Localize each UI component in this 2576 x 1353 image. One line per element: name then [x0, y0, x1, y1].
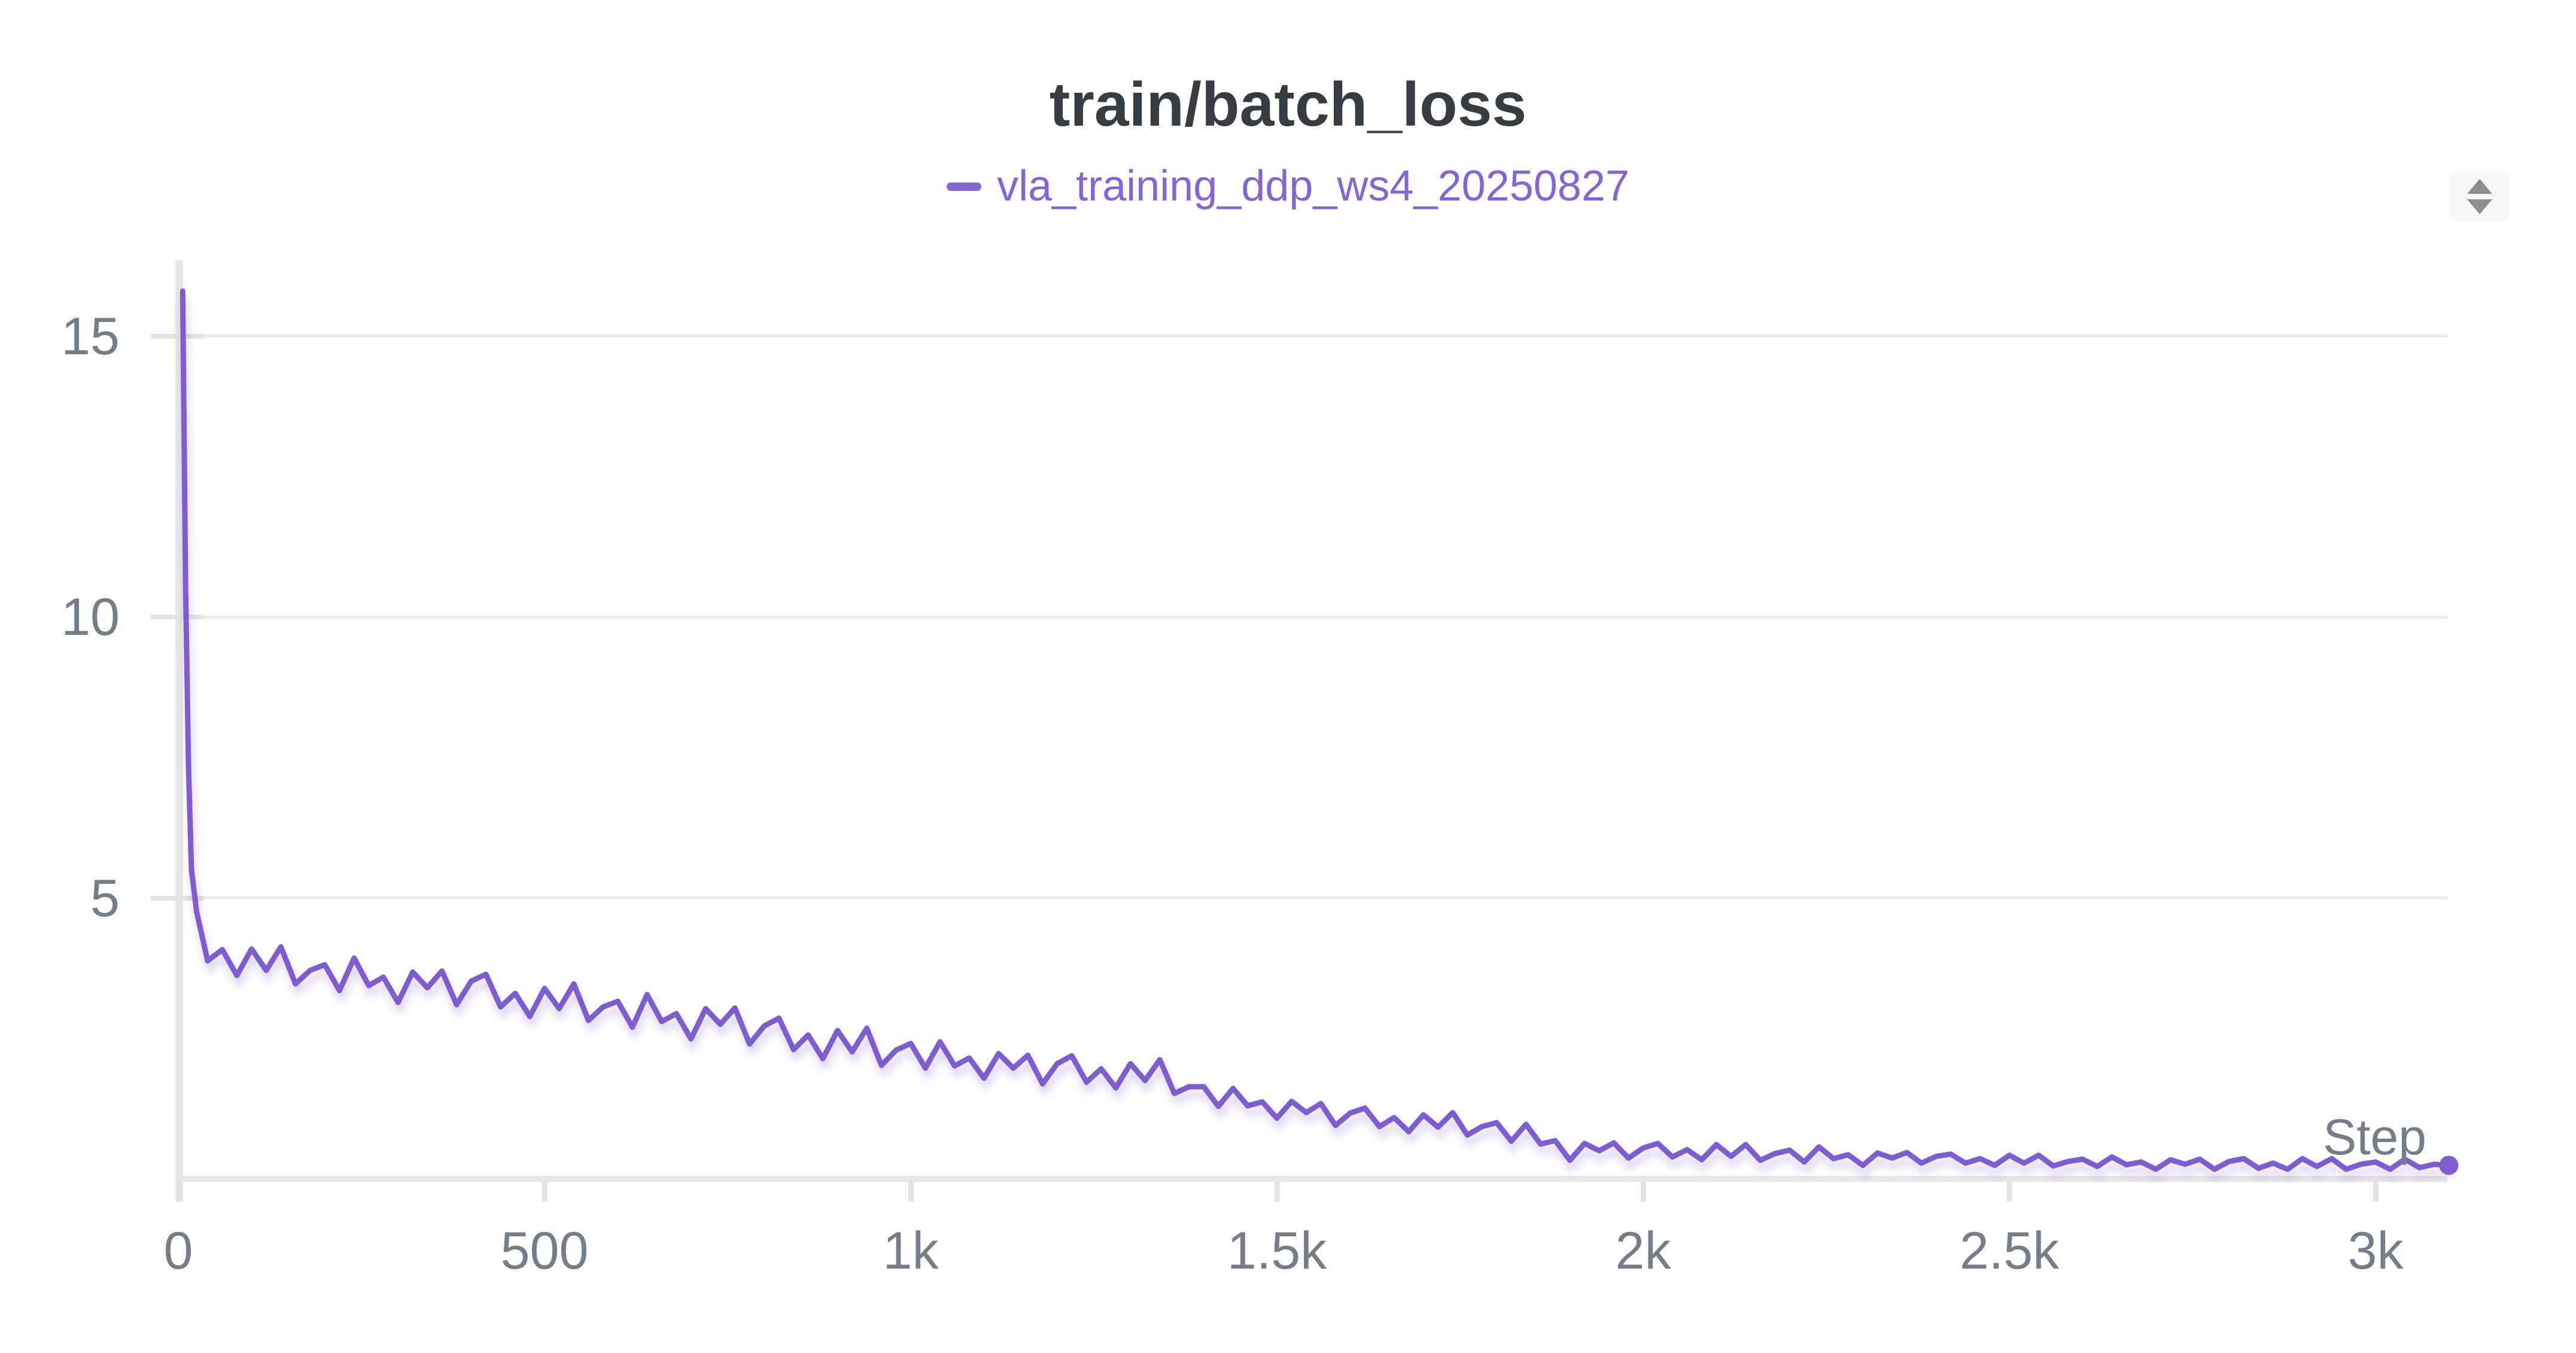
x-axis-tick-label: 2.5k: [1959, 1221, 2060, 1280]
y-axis-tick: [151, 615, 203, 619]
x-axis-tick-label: 1k: [883, 1221, 939, 1280]
x-axis-tick-label: 500: [500, 1221, 589, 1280]
x-axis-line: [175, 1176, 2447, 1182]
loss-curve-line[interactable]: [180, 288, 2452, 1172]
y-axis-tick-label: 5: [90, 868, 120, 928]
y-axis-tick-label: 15: [61, 306, 120, 366]
x-axis-tick: [542, 1182, 548, 1202]
y-axis-line: [175, 260, 183, 1202]
x-axis-tick: [2373, 1182, 2379, 1202]
x-axis-tick: [175, 1182, 181, 1202]
y-axis-tick: [151, 333, 203, 339]
x-axis-title: Step: [2323, 1109, 2426, 1165]
chart-title: train/batch_loss: [1049, 70, 1527, 139]
y-gridline: [183, 896, 2447, 899]
x-axis-tick-label: 2k: [1615, 1221, 1671, 1280]
sort-up-arrow-icon: [2467, 178, 2492, 194]
x-axis-tick-label: 1.5k: [1227, 1221, 1327, 1280]
y-axis-tick: [151, 895, 203, 901]
x-axis-tick: [1274, 1182, 1280, 1202]
panel-sort-button[interactable]: [2450, 172, 2510, 221]
legend: vla_training_ddp_ws4_20250827: [0, 162, 2576, 210]
legend-item[interactable]: vla_training_ddp_ws4_20250827: [947, 162, 1629, 210]
loss-curve-endpoint-dot[interactable]: [2439, 1156, 2459, 1175]
x-axis-tick-label: 3k: [2347, 1221, 2404, 1280]
legend-run-name: vla_training_ddp_ws4_20250827: [997, 162, 1629, 210]
y-gridline: [183, 335, 2447, 338]
x-axis-tick: [2006, 1182, 2012, 1202]
legend-line-swatch: [947, 182, 982, 191]
y-gridline: [183, 615, 2447, 619]
y-axis-tick-label: 10: [61, 587, 120, 646]
x-axis-tick: [908, 1182, 914, 1202]
sort-down-arrow-icon: [2467, 199, 2492, 214]
x-axis-tick-label: 0: [163, 1221, 193, 1280]
x-axis-tick: [1640, 1182, 1646, 1202]
